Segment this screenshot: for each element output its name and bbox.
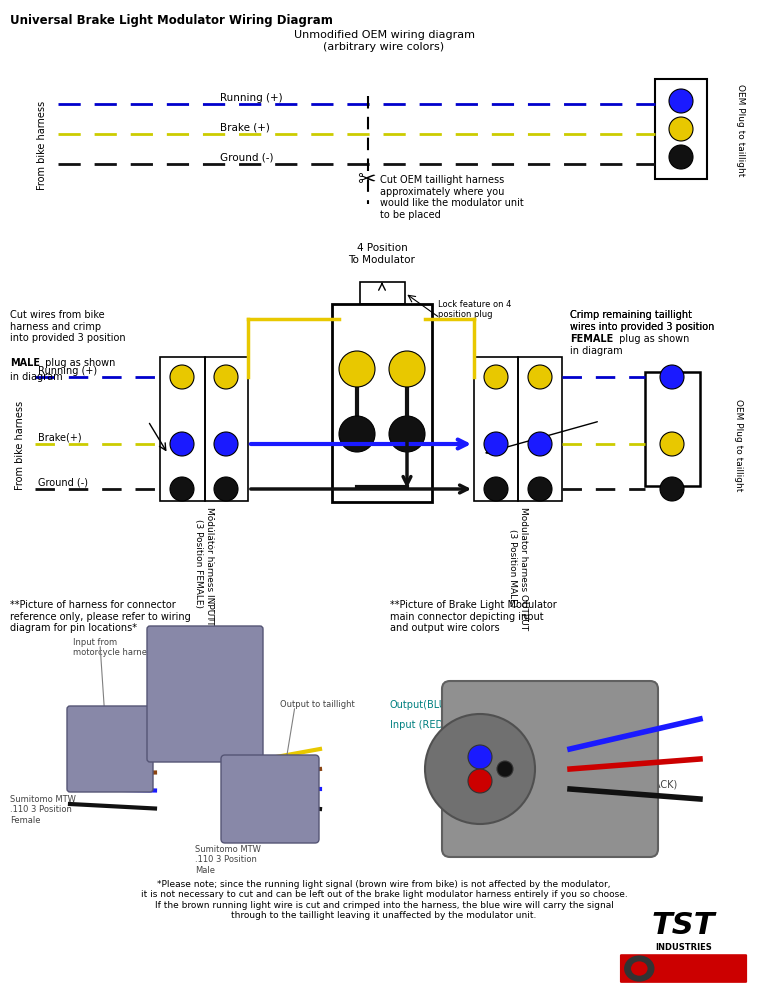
Text: Running (+): Running (+) (220, 92, 283, 103)
Text: FEMALE: FEMALE (570, 334, 614, 344)
Circle shape (389, 416, 425, 452)
Circle shape (389, 352, 425, 388)
Circle shape (484, 432, 508, 456)
Text: Modulator harness: Modulator harness (200, 507, 208, 593)
Text: Modulator harness INPUT
(3 Position FEMALE): Modulator harness INPUT (3 Position FEMA… (194, 512, 214, 625)
Circle shape (214, 477, 238, 502)
Text: Cut OEM taillight harness
approximately where you
would like the modulator unit
: Cut OEM taillight harness approximately … (380, 175, 524, 220)
Text: Lock feature on 4
position plug: Lock feature on 4 position plug (438, 300, 511, 319)
Text: From bike harness: From bike harness (15, 400, 25, 489)
Text: Cut wires from bike
harness and crimp
into provided 3 position: Cut wires from bike harness and crimp in… (10, 310, 126, 343)
Text: Crimp remaining taillight
wires into provided 3 position: Crimp remaining taillight wires into pro… (570, 310, 714, 331)
Text: INDUSTRIES: INDUSTRIES (655, 942, 712, 951)
Circle shape (528, 432, 552, 456)
Text: Unmodified OEM wiring diagram
(arbitrary wire colors): Unmodified OEM wiring diagram (arbitrary… (293, 30, 475, 52)
Text: plug as shown: plug as shown (42, 358, 115, 368)
Text: Output to taillight: Output to taillight (280, 700, 355, 709)
Text: ✂: ✂ (356, 170, 376, 190)
Text: 4 Position
To Modulator: 4 Position To Modulator (349, 244, 415, 264)
FancyBboxPatch shape (620, 954, 747, 983)
Circle shape (170, 477, 194, 502)
Text: From bike harness: From bike harness (37, 100, 47, 190)
Text: Sumitomo MTW
.110 3 Position
Male: Sumitomo MTW .110 3 Position Male (195, 844, 261, 874)
Circle shape (214, 366, 238, 390)
Circle shape (528, 366, 552, 390)
Text: wires into provided 3 position: wires into provided 3 position (570, 322, 714, 332)
Circle shape (484, 366, 508, 390)
Circle shape (528, 477, 552, 502)
FancyBboxPatch shape (147, 626, 263, 762)
Text: **Picture of harness for connector
reference only, please refer to wiring
diagra: **Picture of harness for connector refer… (10, 599, 190, 632)
Text: *Please note; since the running light signal (brown wire from bike) is not affec: *Please note; since the running light si… (141, 879, 627, 919)
Text: Sumitomo MTW
.110 3 Position
Female: Sumitomo MTW .110 3 Position Female (10, 794, 76, 824)
Text: Modulator harness: Modulator harness (195, 512, 204, 598)
Circle shape (170, 366, 194, 390)
FancyBboxPatch shape (442, 681, 658, 857)
Text: Modulator harness INPUT
(3 Position FEMALE): Modulator harness INPUT (3 Position FEMA… (194, 507, 214, 620)
FancyBboxPatch shape (221, 755, 319, 843)
Bar (518, 358, 562, 502)
Text: in diagram: in diagram (570, 346, 623, 356)
Bar (645, 373, 700, 486)
Text: Crimp remaining taillight: Crimp remaining taillight (570, 310, 692, 320)
Text: plug as shown: plug as shown (616, 334, 690, 344)
Text: Brake (+): Brake (+) (220, 123, 270, 133)
Circle shape (425, 715, 535, 824)
Circle shape (468, 746, 492, 769)
Circle shape (484, 477, 508, 502)
Text: OEM Plug to taillight: OEM Plug to taillight (733, 399, 743, 491)
Bar (474, 358, 518, 502)
Circle shape (497, 761, 513, 777)
Circle shape (660, 477, 684, 502)
Bar (205, 358, 248, 502)
Circle shape (669, 118, 693, 142)
Text: TST: TST (652, 911, 715, 939)
Text: Input (RED): Input (RED) (390, 720, 447, 730)
Circle shape (339, 352, 375, 388)
Text: in diagram: in diagram (10, 372, 63, 382)
Text: Modulator harness OUTPUT
(3 Position MALE): Modulator harness OUTPUT (3 Position MAL… (508, 507, 528, 629)
Circle shape (669, 89, 693, 114)
Text: Universal Brake Light Modulator Wiring Diagram: Universal Brake Light Modulator Wiring D… (10, 14, 333, 27)
Bar (332, 305, 432, 503)
Text: Input from
motorcycle harness: Input from motorcycle harness (73, 637, 156, 657)
Text: GND(BLACK): GND(BLACK) (615, 779, 677, 789)
Circle shape (660, 366, 684, 390)
Circle shape (660, 432, 684, 456)
Text: Brake(+): Brake(+) (38, 432, 81, 442)
FancyBboxPatch shape (67, 707, 153, 792)
Text: Ground (-): Ground (-) (220, 153, 273, 163)
Text: Output(BLUE): Output(BLUE) (390, 700, 457, 710)
Circle shape (214, 432, 238, 456)
Text: Ground (-): Ground (-) (38, 477, 88, 487)
Bar (655, 80, 707, 180)
Text: OEM Plug to taillight: OEM Plug to taillight (736, 83, 744, 176)
Text: MALE: MALE (10, 358, 40, 368)
Circle shape (624, 955, 654, 982)
Circle shape (170, 432, 194, 456)
Circle shape (468, 769, 492, 793)
Circle shape (669, 146, 693, 170)
Bar (160, 358, 205, 502)
Bar (360, 282, 405, 305)
Circle shape (631, 961, 647, 976)
Text: Running (+): Running (+) (38, 366, 97, 376)
Text: **Picture of Brake Light Modulator
main connector depicting input
and output wir: **Picture of Brake Light Modulator main … (390, 599, 557, 632)
Circle shape (339, 416, 375, 452)
